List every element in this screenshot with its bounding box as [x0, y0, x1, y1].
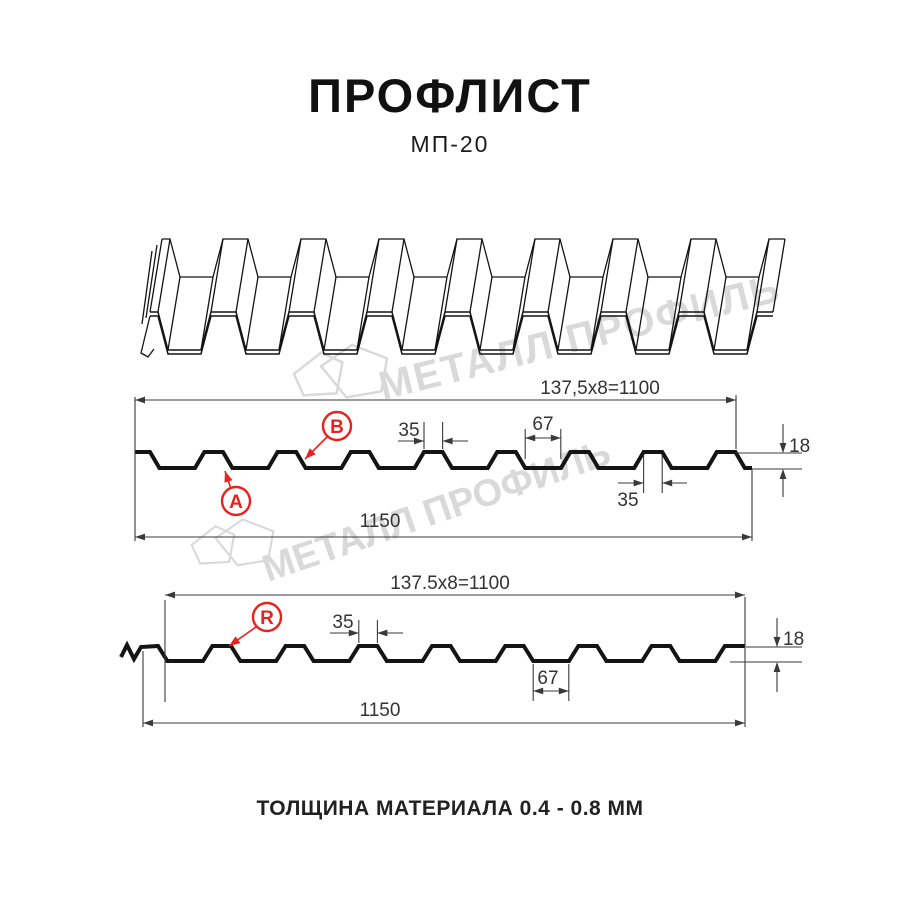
line-work [119, 238, 802, 727]
sheet-3d-rib-line [512, 276, 526, 351]
dimension-arrowhead [377, 629, 388, 637]
dimension-arrowhead [735, 719, 745, 727]
dim-height-bottom: 18 [783, 629, 804, 650]
sheet-3d-rib-line [756, 238, 770, 313]
header: ПРОФЛИСТ МП-20 [0, 72, 900, 158]
label-a-circle [220, 485, 252, 517]
dim-coverage-top: 137,5x8=1100 [540, 378, 660, 399]
metall-profil-logo-icon [292, 351, 344, 397]
dim-coverage-bottom: 137.5x8=1100 [390, 573, 510, 594]
sheet-3d-rib-line [557, 276, 571, 351]
sheet-3d-rib-line [547, 238, 561, 313]
dimension-arrowhead [735, 591, 745, 599]
sheet-3d-rib-line [668, 276, 682, 351]
dim-total-width-top: 1150 [360, 511, 401, 532]
sheet-3d-rib-line [278, 276, 292, 351]
dimension-arrowhead [779, 469, 787, 479]
sheet-3d-near-edge [150, 311, 773, 351]
watermark-middle: МЕТАЛЛ ПРОФИЛЬ [190, 432, 616, 591]
sheet-3d-rib-line [590, 276, 604, 351]
profile-section-bottom [119, 640, 745, 664]
sheet-3d-rib-line [149, 238, 163, 313]
dim-valley-width-bottom: 67 [537, 668, 558, 689]
sheet-3d-rib-line [366, 238, 380, 313]
dim-valley-width-top: 67 [532, 414, 553, 435]
dimension-arrowhead [662, 479, 673, 487]
page-title: ПРОФЛИСТ [308, 69, 592, 122]
dimension-arrowhead [442, 437, 453, 445]
dimension-arrowhead [558, 687, 569, 695]
dimension-arrowhead [742, 533, 752, 541]
sheet-3d-near-edge-thickness [150, 315, 773, 355]
dimension-arrowhead [348, 629, 359, 637]
dimension-arrowhead [143, 719, 153, 727]
dimension-arrowhead [135, 396, 145, 404]
dimension-arrowhead [773, 662, 781, 672]
dim-rib-width2-top: 35 [617, 490, 638, 511]
label-b: B [330, 417, 344, 438]
dimension-arrowhead [525, 434, 536, 442]
dimension-arrowhead [779, 443, 787, 453]
sheet-3d-rib-line [391, 238, 405, 313]
label-r: R [260, 608, 274, 629]
sheet-3d-rib-line [288, 238, 302, 313]
sheet-3d-rib-line [235, 238, 249, 313]
sheet-3d-rib-line [703, 238, 717, 313]
dim-rib-width-top: 35 [398, 420, 419, 441]
sheet-3d-rib-line [157, 238, 171, 313]
label-r-circle [251, 601, 283, 633]
dimension-arrowhead [135, 533, 145, 541]
dimension-arrowhead [633, 479, 644, 487]
callout-arrowhead [229, 636, 241, 646]
sheet-3d-rib-line [772, 238, 786, 313]
sheet-3d-rib-line [356, 276, 370, 351]
dimension-arrowhead [550, 434, 561, 442]
sheet-3d-rib-line [210, 238, 224, 313]
callout-arrowhead [224, 471, 233, 483]
metall-profil-logo-icon [190, 524, 236, 565]
dimension-arrowhead [165, 591, 175, 599]
metall-profil-logo-icon [319, 343, 389, 399]
sheet-3d-end-cut [141, 250, 153, 325]
metall-profil-logo-icon [213, 518, 275, 567]
sheet-3d-rib-line [245, 276, 259, 351]
sheet-3d-rib-line [434, 276, 448, 351]
dim-rib-width-bottom: 35 [332, 612, 353, 633]
profile-section-top [135, 450, 752, 470]
sheet-3d-rib-line [444, 238, 458, 313]
sheet-3d-rib-line [323, 276, 337, 351]
sheet-3d-rib-line [469, 238, 483, 313]
sheet-3d-rib-line [635, 276, 649, 351]
sheet-3d-rib-line [167, 276, 181, 351]
dimension-arrowhead [414, 437, 424, 445]
sheet-3d-rib-line [200, 276, 214, 351]
sheet-3d-far-edge [162, 238, 785, 278]
callout-arrowhead [305, 448, 316, 459]
label-a: A [229, 492, 243, 513]
dim-height-top: 18 [789, 436, 810, 457]
dimension-arrowhead [726, 396, 736, 404]
sheet-3d-rib-line [600, 238, 614, 313]
material-thickness-note: ТОЛЩИНА МАТЕРИАЛА 0.4 - 0.8 ММ [256, 797, 644, 820]
sheet-3d-rib-line [522, 238, 536, 313]
label-b-circle [321, 410, 353, 442]
sheet-3d-rib-line [678, 238, 692, 313]
sheet-3d-rib-line [625, 238, 639, 313]
sheet-3d-rib-line [713, 276, 727, 351]
sheet-3d-rib-line [746, 276, 760, 351]
sheet-3d-rib-line [313, 238, 327, 313]
dimension-arrowhead [533, 687, 544, 695]
dim-total-width-bottom: 1150 [360, 700, 401, 721]
model-subtitle: МП-20 [410, 131, 490, 157]
sheet-3d-end-cut [145, 244, 158, 319]
sheet-3d-end-cut [140, 315, 155, 358]
sheet-3d-rib-line [401, 276, 415, 351]
dimension-arrowhead [773, 637, 781, 647]
sheet-3d-rib-line [479, 276, 493, 351]
